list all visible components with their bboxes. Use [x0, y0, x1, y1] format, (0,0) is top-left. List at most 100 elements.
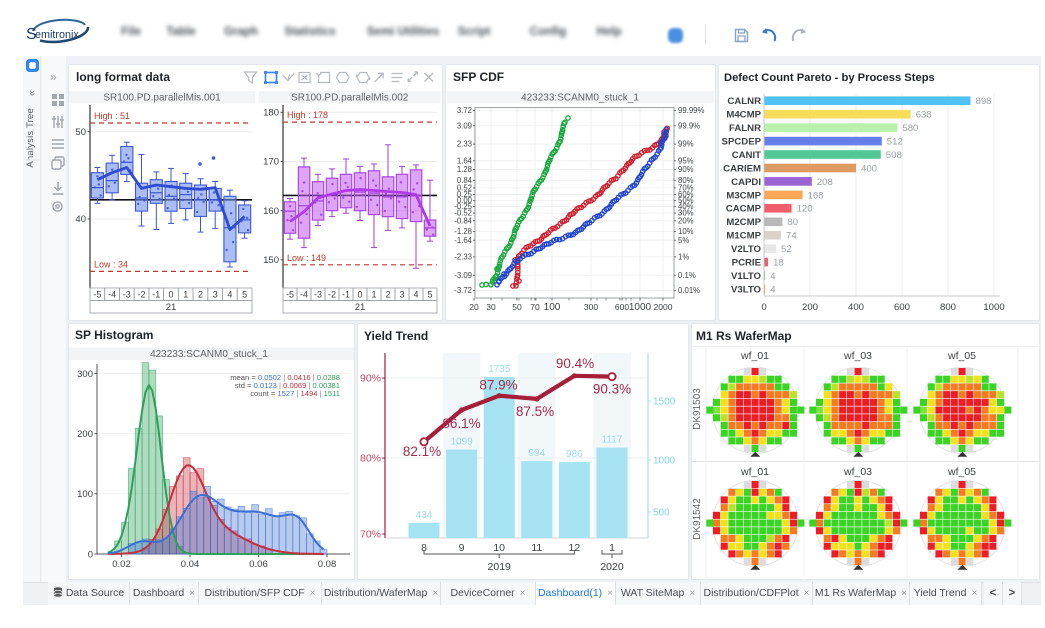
svg-text:1735: 1735: [488, 364, 511, 375]
svg-text:V2LTO: V2LTO: [731, 244, 762, 255]
svg-text:160: 160: [263, 206, 279, 217]
svg-text:2000: 2000: [654, 302, 673, 312]
svg-text:150: 150: [263, 255, 279, 266]
svg-text:90.3%: 90.3%: [593, 382, 631, 397]
svg-text:8: 8: [421, 542, 427, 554]
svg-text:3: 3: [399, 290, 404, 300]
svg-text:1.28: 1.28: [457, 165, 472, 174]
svg-text:5: 5: [427, 290, 432, 300]
svg-text:4: 4: [770, 284, 776, 295]
svg-text:0.02: 0.02: [112, 559, 131, 570]
svg-text:600: 600: [615, 302, 629, 312]
svg-text:50%: 50%: [678, 196, 694, 205]
svg-text:CANIT: CANIT: [732, 150, 761, 161]
svg-text:10%: 10%: [678, 227, 694, 236]
svg-text:»: »: [26, 90, 38, 96]
svg-text:0.01%: 0.01%: [678, 286, 700, 295]
svg-text:-3.72: -3.72: [454, 286, 472, 295]
svg-text:120: 120: [797, 204, 813, 215]
svg-text:std = 0.0123 | 0.0069 | 0.0038: std = 0.0123 | 0.0069 | 0.00381: [235, 381, 340, 390]
svg-text:0: 0: [88, 549, 93, 560]
svg-text:-2: -2: [328, 290, 336, 300]
svg-text:3: 3: [213, 290, 218, 300]
svg-text:9: 9: [459, 542, 465, 554]
svg-text:1.64: 1.64: [457, 156, 473, 165]
svg-text:long format data: long format data: [76, 70, 170, 84]
svg-text:400: 400: [848, 302, 864, 313]
svg-text:70%: 70%: [678, 184, 694, 193]
svg-text:4: 4: [227, 290, 232, 300]
svg-text:580: 580: [902, 123, 918, 134]
svg-text:100: 100: [544, 302, 561, 313]
svg-text:M1CMP: M1CMP: [726, 231, 761, 242]
svg-text:-1: -1: [342, 290, 350, 300]
svg-text:0.04: 0.04: [181, 559, 200, 570]
svg-text:-3.09: -3.09: [454, 271, 472, 280]
svg-text:1: 1: [371, 290, 376, 300]
svg-text:21: 21: [355, 302, 366, 313]
svg-text:4: 4: [770, 271, 776, 282]
svg-text:170: 170: [263, 157, 279, 168]
svg-text:30: 30: [486, 302, 496, 312]
svg-text:Low : 149: Low : 149: [287, 253, 326, 263]
svg-text:70: 70: [530, 302, 540, 312]
svg-text:512: 512: [887, 137, 903, 148]
svg-text:0: 0: [357, 290, 362, 300]
svg-text:508: 508: [886, 150, 902, 161]
svg-text:Yield Trend: Yield Trend: [364, 329, 428, 343]
svg-text:-0.84: -0.84: [454, 216, 472, 225]
svg-text:wf_03: wf_03: [843, 466, 872, 478]
svg-text:V3LTO: V3LTO: [731, 284, 762, 295]
svg-text:434: 434: [416, 510, 433, 521]
svg-text:50: 50: [512, 302, 522, 312]
svg-text:200: 200: [77, 429, 93, 440]
svg-text:SP Histogram: SP Histogram: [75, 328, 153, 342]
svg-text:0.25: 0.25: [457, 190, 473, 199]
svg-text:994: 994: [528, 448, 545, 459]
svg-text:CACMP: CACMP: [726, 204, 762, 215]
svg-text:0: 0: [761, 302, 766, 313]
svg-text:Analysis Tree: Analysis Tree: [25, 108, 36, 168]
svg-text:count = 1527 | 1494 | 1511: count = 1527 | 1494 | 1511: [250, 389, 340, 398]
svg-text:40: 40: [75, 214, 86, 225]
svg-text:-0.25: -0.25: [454, 202, 472, 211]
svg-text:90%: 90%: [678, 165, 694, 174]
svg-text:423233:SCANM0_stuck_1: 423233:SCANM0_stuck_1: [150, 349, 268, 360]
svg-text:86.1%: 86.1%: [442, 416, 480, 431]
svg-text:5: 5: [242, 290, 247, 300]
svg-text:PCRIE: PCRIE: [732, 258, 762, 269]
svg-text:30%: 30%: [678, 209, 694, 218]
svg-text:300: 300: [77, 369, 93, 380]
svg-text:638: 638: [916, 110, 932, 121]
svg-text:2020: 2020: [600, 561, 624, 573]
svg-text:2: 2: [385, 290, 390, 300]
svg-text:-1.64: -1.64: [454, 236, 472, 245]
svg-text:21: 21: [166, 302, 177, 313]
svg-text:-5: -5: [93, 290, 101, 300]
svg-text:0.52: 0.52: [457, 184, 472, 193]
svg-text:Defect Count Pareto - by Proce: Defect Count Pareto - by Process Steps: [724, 72, 935, 84]
svg-text:99.9%: 99.9%: [678, 121, 700, 130]
svg-text:3.72: 3.72: [457, 106, 472, 115]
svg-text:High : 51: High : 51: [94, 111, 130, 121]
svg-text:V1LTO: V1LTO: [731, 271, 762, 282]
svg-text:70%: 70%: [360, 529, 381, 541]
svg-text:95%: 95%: [678, 156, 694, 165]
svg-text:0.00: 0.00: [457, 196, 473, 205]
svg-text:986: 986: [566, 449, 583, 460]
svg-text:1: 1: [183, 290, 188, 300]
svg-text:wf_03: wf_03: [843, 350, 872, 362]
svg-text:SR100.PD.parallelMis.001: SR100.PD.parallelMis.001: [103, 93, 221, 104]
svg-text:2019: 2019: [488, 561, 512, 573]
svg-text:0.1%: 0.1%: [678, 271, 696, 280]
svg-text:600: 600: [894, 302, 910, 313]
svg-text:CALNR: CALNR: [727, 96, 761, 107]
svg-text:82.1%: 82.1%: [403, 444, 441, 459]
svg-text:99.99%: 99.99%: [678, 106, 705, 115]
svg-text:100: 100: [77, 489, 93, 500]
svg-text:18: 18: [773, 258, 784, 269]
svg-text:M2CMP: M2CMP: [726, 217, 761, 228]
svg-text:500: 500: [653, 508, 670, 519]
svg-text:-4: -4: [108, 290, 116, 300]
svg-text:wf_01: wf_01: [740, 350, 769, 362]
